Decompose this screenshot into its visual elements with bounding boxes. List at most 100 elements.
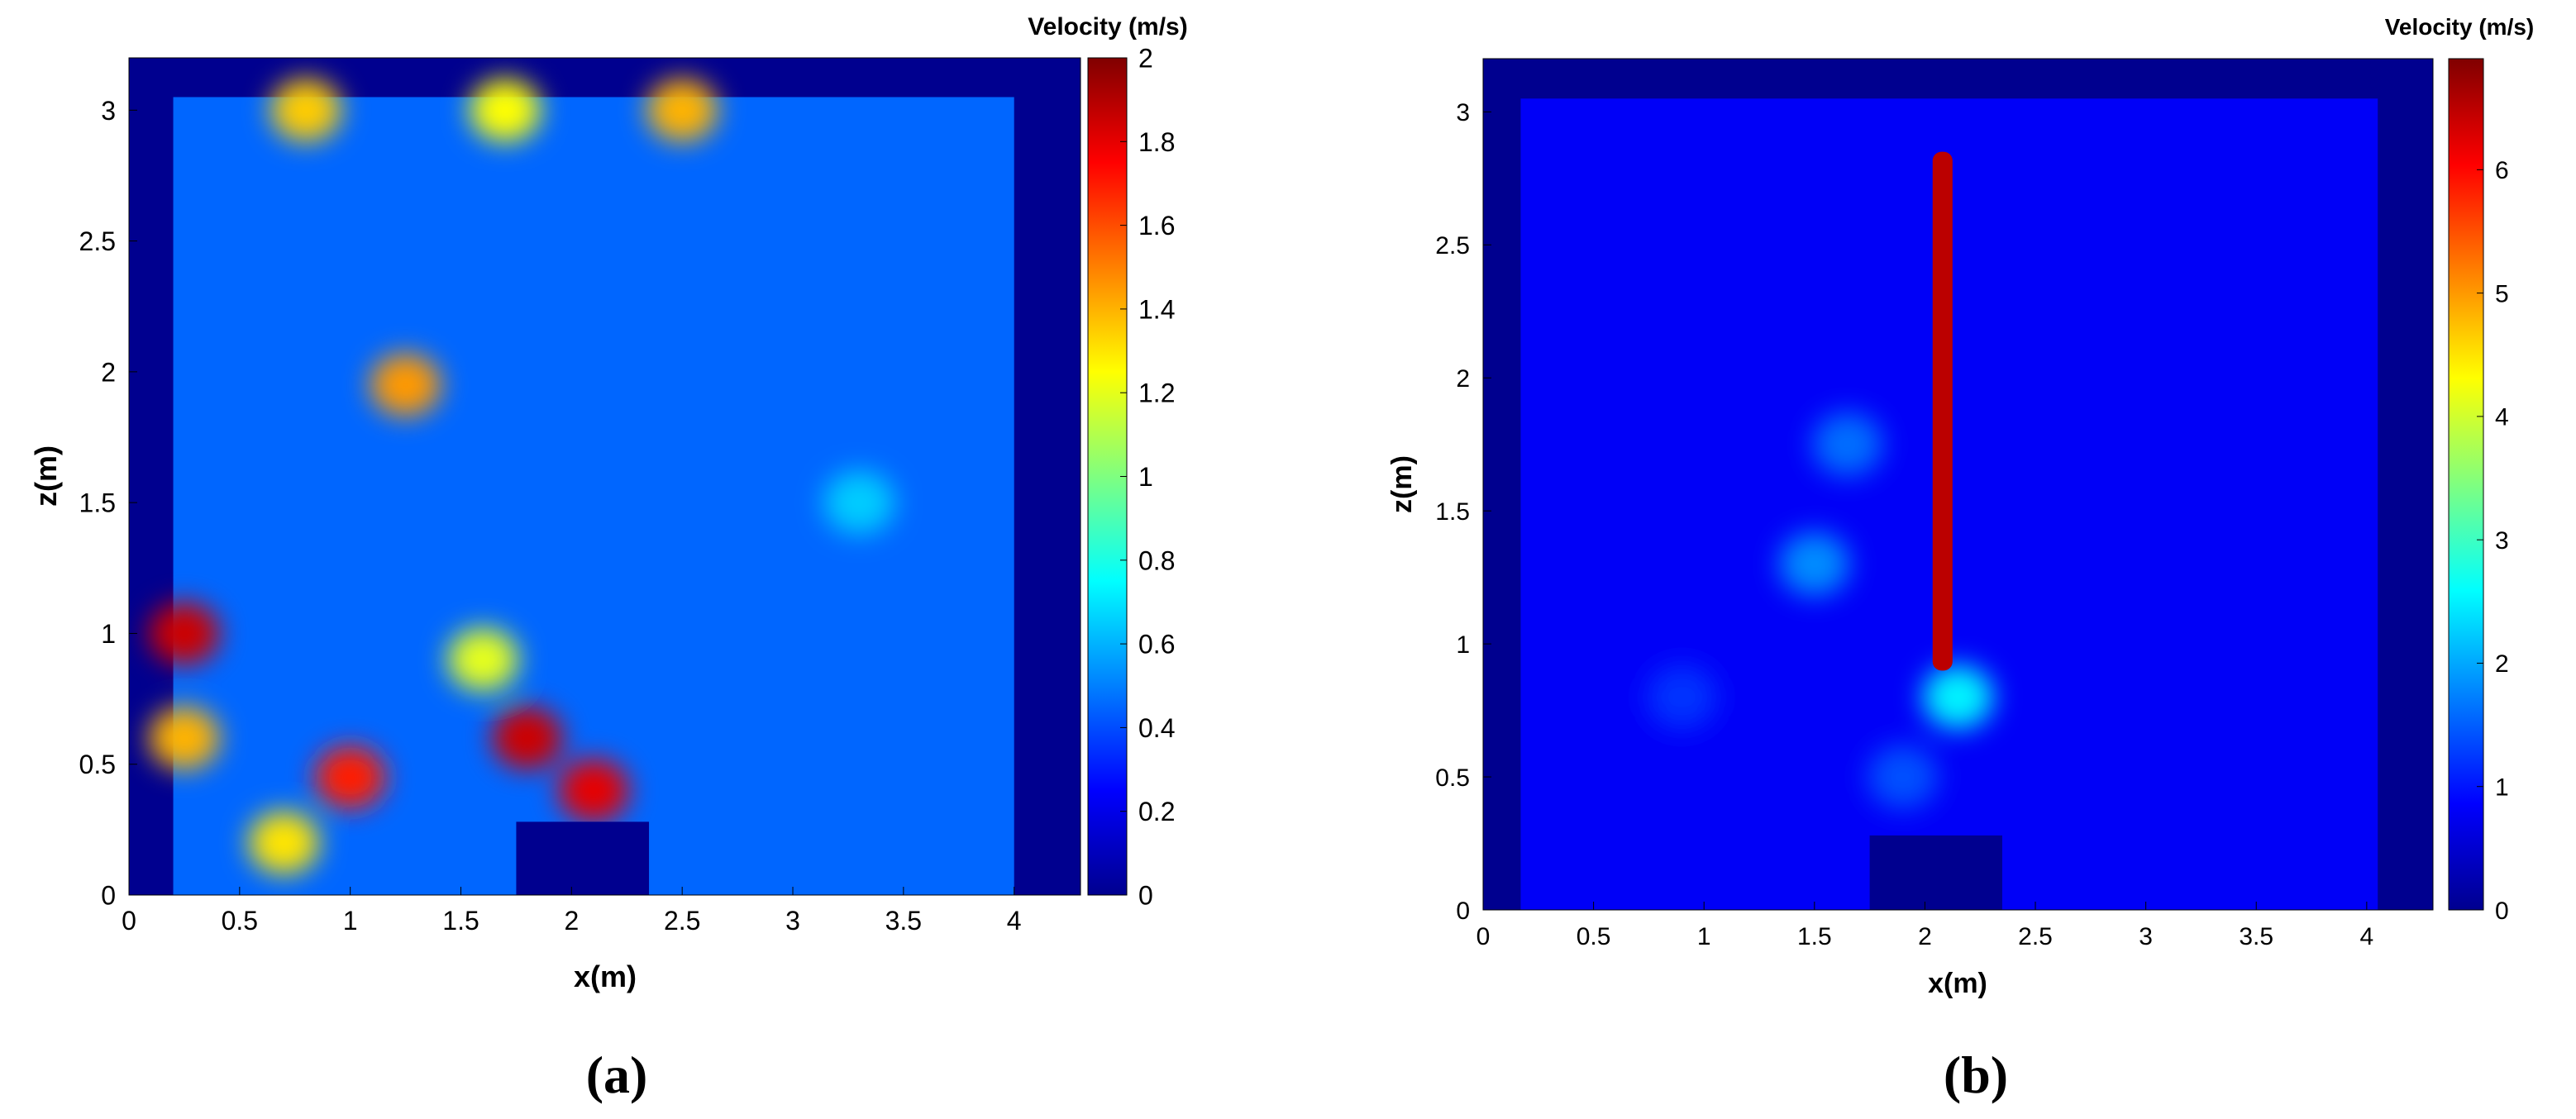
panel-a-velocity-feature [370, 353, 441, 417]
panel-a-colorbar-tick-label: 1 [1138, 462, 1153, 492]
panel-b-colorbar-tick-label: 1 [2495, 774, 2509, 802]
panel-b-y-axis: 0 0.5 1 1.5 2 2.5 3 z(m) [1386, 99, 1491, 925]
panel-a-y-tick-label: 0.5 [79, 750, 116, 779]
panel-a-colorbar-tick-label: 0.4 [1138, 713, 1175, 743]
panel-a-y-tick-labels: 0 0.5 1 1.5 2 2.5 3 [79, 96, 137, 911]
panel-a-y-tick-label: 0 [101, 881, 116, 911]
panel-b-x-tick-label: 2 [1918, 923, 1932, 950]
panel-b-colorbar-tick-label: 2 [2495, 650, 2509, 678]
panel-b-colorbar-tick-label: 3 [2495, 527, 2509, 555]
panel-b-velocity-feature [1646, 664, 1718, 730]
panel-b-x-tick-label: 0 [1476, 923, 1491, 950]
panel-b-colorbar-title: Velocity (m/s) [2385, 14, 2535, 40]
panel-b-y-tick-label: 0.5 [1435, 764, 1470, 792]
panel-b-y-tick-label: 1.5 [1435, 498, 1470, 526]
panel-a-x-tick-label: 1 [343, 906, 358, 936]
panel-a-plot-frame [128, 57, 1081, 896]
panel-b-x-tick-label: 3 [2139, 923, 2153, 950]
panel-a-colorbar-tick-label: 1.6 [1138, 211, 1175, 240]
panel-a-x-axis: 0 0.5 1 1.5 2 2.5 3 3.5 4 x(m) [122, 887, 1022, 993]
panel-a: 0 0.5 1 1.5 2 2.5 3 3.5 4 x(m) 0 0.5 1 1.5 2 2.5 3 z(m… [29, 13, 1188, 1104]
panel-a-colorbar-tick-labels: 2 1.8 1.6 1.4 1.2 1 0.8 0.6 0.4 0.2 0 [1120, 44, 1175, 911]
panel-b-colorbar-tick-label: 5 [2495, 280, 2509, 307]
panel-a-x-tick-label: 3.5 [885, 906, 922, 936]
panel-a-x-tick-label: 0 [122, 906, 136, 936]
panel-a-colorbar-tick-label: 0 [1138, 881, 1153, 911]
panel-b: 0 0.5 1 1.5 2 2.5 3 3.5 4 x(m) 0 0.5 1 1.5 2 2.5 3 z(m… [1386, 14, 2534, 1104]
panel-b-velocity-feature [1779, 531, 1850, 597]
panel-b-x-axis-label: x(m) [1928, 968, 1987, 999]
panel-a-y-tick-label: 2 [101, 357, 116, 387]
panel-a-colorbar-tick-label: 1.8 [1138, 127, 1175, 157]
panel-a-velocity-feature [149, 602, 220, 665]
panel-b-y-tick-label: 3 [1456, 99, 1470, 126]
panel-b-y-tick-label: 0 [1456, 898, 1470, 925]
panel-a-x-tick-label: 3 [785, 906, 800, 936]
panel-b-x-tick-label: 4 [2359, 923, 2373, 950]
panel-a-y-tick-label: 1 [101, 619, 116, 649]
panel-b-y-tick-label: 2.5 [1435, 232, 1470, 260]
panel-a-velocity-feature [470, 79, 541, 142]
panel-b-colorbar: 6 5 4 3 2 1 0 Velocity (m/s) [2385, 14, 2535, 925]
panel-b-label: (b) [1944, 1045, 2008, 1104]
panel-b-x-tick-label: 2.5 [2018, 923, 2053, 950]
panel-b-velocity-field [1520, 98, 2378, 910]
panel-a-colorbar-tick-label: 1.2 [1138, 379, 1175, 408]
panel-a-velocity-feature [149, 707, 220, 770]
panel-a-colorbar-tick-label: 0.8 [1138, 545, 1175, 575]
panel-a-colorbar-tick-label: 0.6 [1138, 630, 1175, 659]
panel-a-velocity-feature [558, 759, 629, 822]
panel-a-colorbar: 2 1.8 1.6 1.4 1.2 1 0.8 0.6 0.4 0.2 0 Velocity (m/… [1028, 13, 1187, 911]
panel-b-colorbar-gradient [2448, 58, 2484, 911]
panel-a-velocity-feature [823, 471, 895, 535]
panel-b-x-tick-labels: 0 0.5 1 1.5 2 2.5 3 3.5 4 [1476, 902, 2373, 950]
panel-a-label: (a) [586, 1045, 648, 1104]
panel-b-velocity-feature [1812, 412, 1883, 477]
panel-a-colorbar-title: Velocity (m/s) [1028, 13, 1187, 40]
panel-a-velocity-feature [248, 811, 320, 874]
panel-a-velocity-field [149, 79, 1014, 895]
panel-a-velocity-feature [314, 745, 386, 809]
panel-a-y-tick-label: 2.5 [79, 226, 116, 256]
panel-b-y-tick-labels: 0 0.5 1 1.5 2 2.5 3 [1435, 99, 1491, 925]
panel-b-obstacle [1869, 835, 2002, 910]
panel-a-velocity-feature [646, 79, 718, 142]
panel-a-x-tick-label: 4 [1007, 906, 1022, 936]
panel-b-y-tick-label: 2 [1456, 365, 1470, 393]
panel-b-colorbar-tick-labels: 6 5 4 3 2 1 0 [2477, 157, 2509, 925]
panel-b-x-tick-label: 3.5 [2239, 923, 2273, 950]
panel-a-x-tick-label: 2.5 [664, 906, 700, 936]
panel-a-y-tick-label: 1.5 [79, 488, 116, 518]
panel-a-x-tick-label: 0.5 [222, 906, 258, 936]
panel-b-velocity-feature [1867, 745, 1939, 809]
panel-b-y-axis-label: z(m) [1386, 455, 1418, 513]
panel-b-y-tick-label: 1 [1456, 631, 1470, 659]
panel-b-x-axis: 0 0.5 1 1.5 2 2.5 3 3.5 4 x(m) [1476, 902, 2373, 999]
panel-a-obstacle [516, 821, 650, 895]
panel-a-velocity-feature [270, 79, 341, 142]
panel-a-y-axis: 0 0.5 1 1.5 2 2.5 3 z(m) [29, 96, 137, 911]
panel-b-x-tick-label: 0.5 [1577, 923, 1611, 950]
panel-a-colorbar-tick-label: 0.2 [1138, 797, 1175, 826]
panel-b-heatmap [1482, 58, 2434, 911]
panel-a-y-axis-label: z(m) [29, 445, 63, 507]
panel-a-colorbar-tick-label: 2 [1138, 44, 1153, 74]
panel-b-velocity-jet [1932, 151, 1953, 671]
panel-b-colorbar-tick-label: 0 [2495, 898, 2509, 925]
panel-b-x-tick-label: 1.5 [1797, 923, 1832, 950]
panel-a-velocity-feature [491, 707, 563, 770]
panel-a-velocity-feature [447, 628, 519, 692]
panel-a-x-tick-labels: 0 0.5 1 1.5 2 2.5 3 3.5 4 [122, 887, 1022, 936]
panel-a-x-tick-label: 1.5 [442, 906, 479, 936]
panel-a-colorbar-tick-label: 1.4 [1138, 294, 1175, 324]
panel-a-x-tick-label: 2 [564, 906, 579, 936]
panel-b-plot-frame [1482, 58, 2434, 911]
panel-b-colorbar-tick-label: 6 [2495, 157, 2509, 184]
panel-b-velocity-feature [1922, 664, 1994, 730]
panel-b-colorbar-tick-label: 4 [2495, 404, 2509, 431]
panel-a-y-tick-label: 3 [101, 96, 116, 126]
panel-a-heatmap [128, 57, 1081, 896]
panel-b-x-tick-label: 1 [1697, 923, 1711, 950]
panel-a-x-axis-label: x(m) [574, 959, 637, 993]
